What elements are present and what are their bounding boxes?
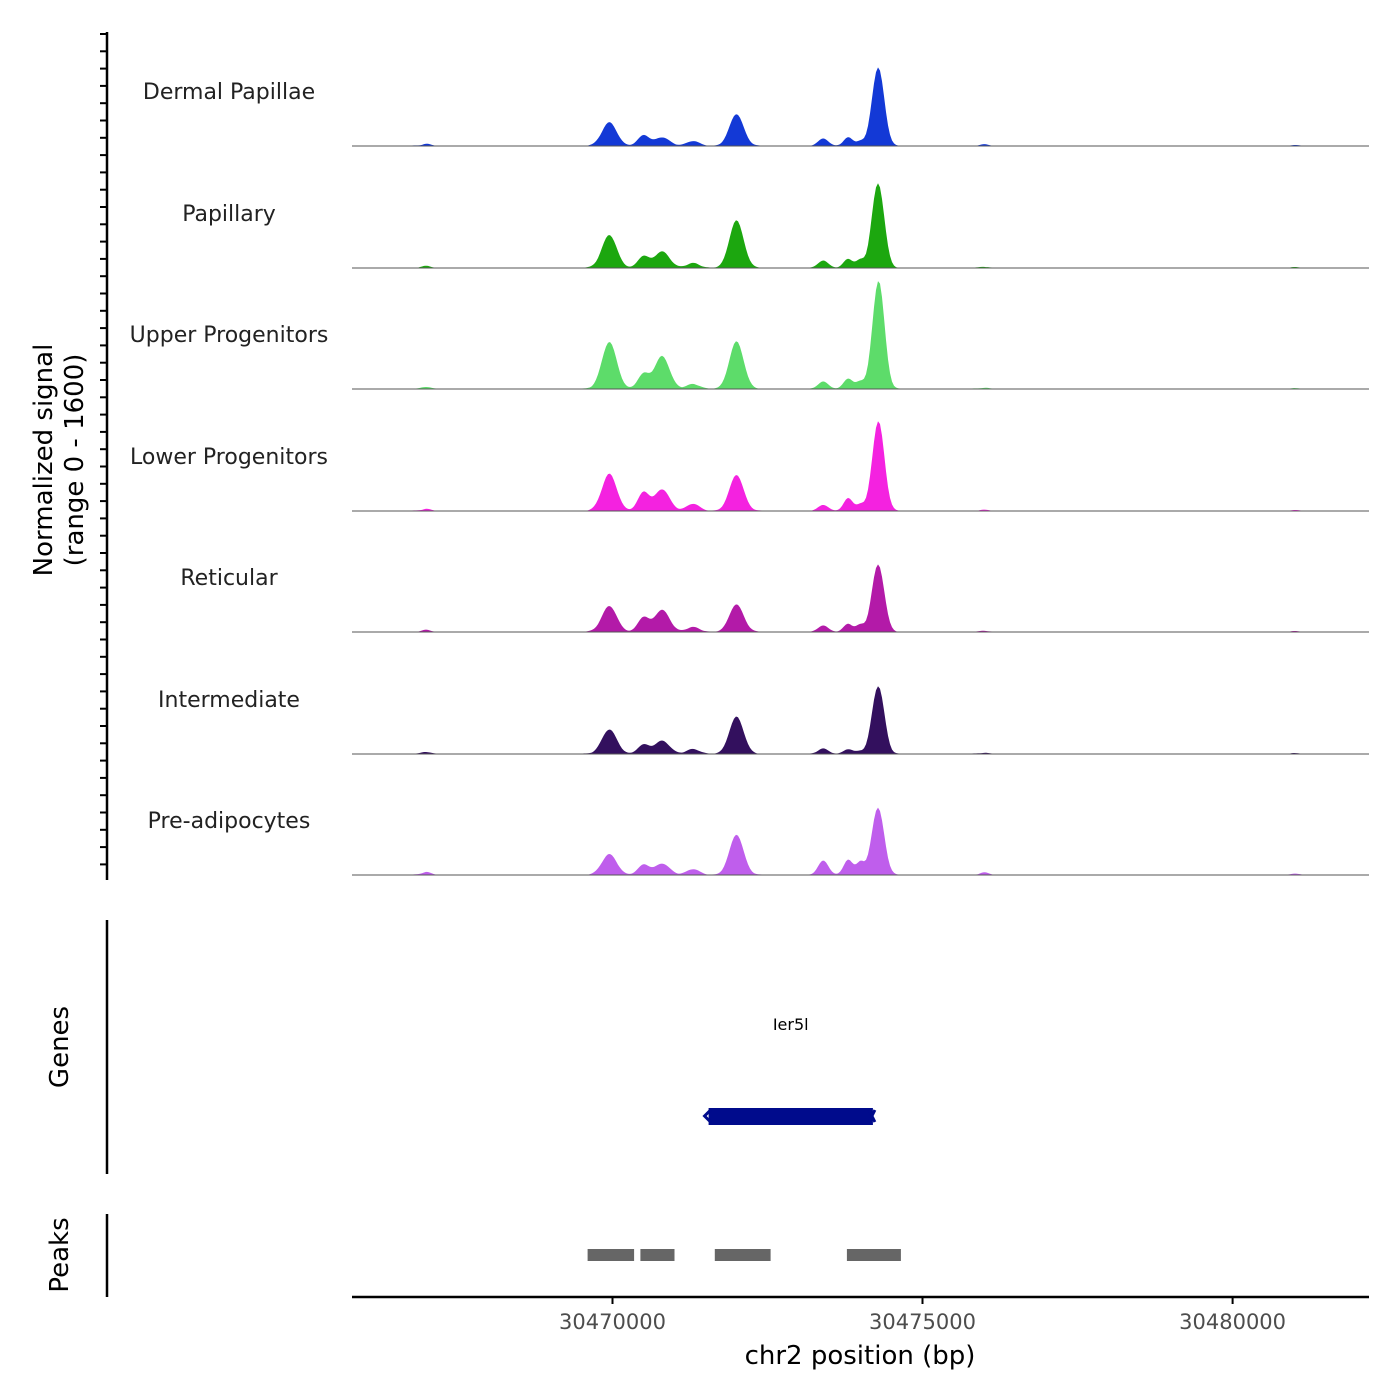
y-axis-title-line1: Normalized signal bbox=[29, 344, 59, 577]
gene-strand-marker-right bbox=[867, 1109, 877, 1123]
track-area bbox=[352, 183, 1369, 268]
track-papillary: Papillary bbox=[182, 183, 1369, 269]
x-tick-label: 30480000 bbox=[1179, 1310, 1286, 1334]
track-area bbox=[352, 686, 1369, 754]
peak-region bbox=[587, 1249, 635, 1261]
track-label: Papillary bbox=[182, 202, 276, 227]
peaks-axis-title: Peaks bbox=[45, 1217, 75, 1292]
x-axis-title: chr2 position (bp) bbox=[745, 1341, 976, 1371]
track-label: Reticular bbox=[180, 566, 278, 591]
x-tick-label: 30475000 bbox=[869, 1310, 976, 1334]
x-axis-ticks: 30470000 30475000 30480000 bbox=[559, 1297, 1286, 1334]
track-upper-progenitors: Upper Progenitors bbox=[130, 281, 1369, 390]
track-area bbox=[352, 281, 1369, 389]
gene-name-label: Ier5l bbox=[773, 1015, 809, 1034]
track-intermediate: Intermediate bbox=[158, 686, 1369, 755]
signal-y-axis-ticks bbox=[100, 33, 107, 866]
track-lower-progenitors: Lower Progenitors bbox=[130, 421, 1369, 512]
track-label: Lower Progenitors bbox=[130, 445, 328, 470]
track-reticular: Reticular bbox=[180, 564, 1369, 633]
y-axis-title-line2: (range 0 - 1600) bbox=[60, 354, 90, 567]
track-dermal-papillae: Dermal Papillae bbox=[143, 67, 1369, 147]
track-label: Upper Progenitors bbox=[130, 323, 329, 348]
gene-strand-marker-left bbox=[702, 1108, 712, 1124]
track-area bbox=[352, 807, 1369, 875]
track-label: Pre-adipocytes bbox=[148, 809, 311, 834]
track-area bbox=[352, 67, 1369, 146]
x-tick-label: 30470000 bbox=[559, 1310, 666, 1334]
peak-regions-track bbox=[587, 1249, 901, 1261]
peak-region bbox=[714, 1249, 771, 1261]
gene-body bbox=[708, 1108, 873, 1125]
coverage-tracks: Dermal Papillae Papillary Upper Progenitor… bbox=[130, 67, 1369, 876]
track-label: Intermediate bbox=[158, 688, 300, 713]
track-area bbox=[352, 421, 1369, 511]
gene-annotation-track: Ier5l bbox=[702, 1015, 877, 1125]
track-pre-adipocytes: Pre-adipocytes bbox=[148, 807, 1369, 876]
track-area bbox=[352, 564, 1369, 632]
genes-axis-title: Genes bbox=[45, 1006, 75, 1088]
track-label: Dermal Papillae bbox=[143, 80, 315, 105]
peak-region bbox=[846, 1249, 901, 1261]
peak-region bbox=[640, 1249, 675, 1261]
